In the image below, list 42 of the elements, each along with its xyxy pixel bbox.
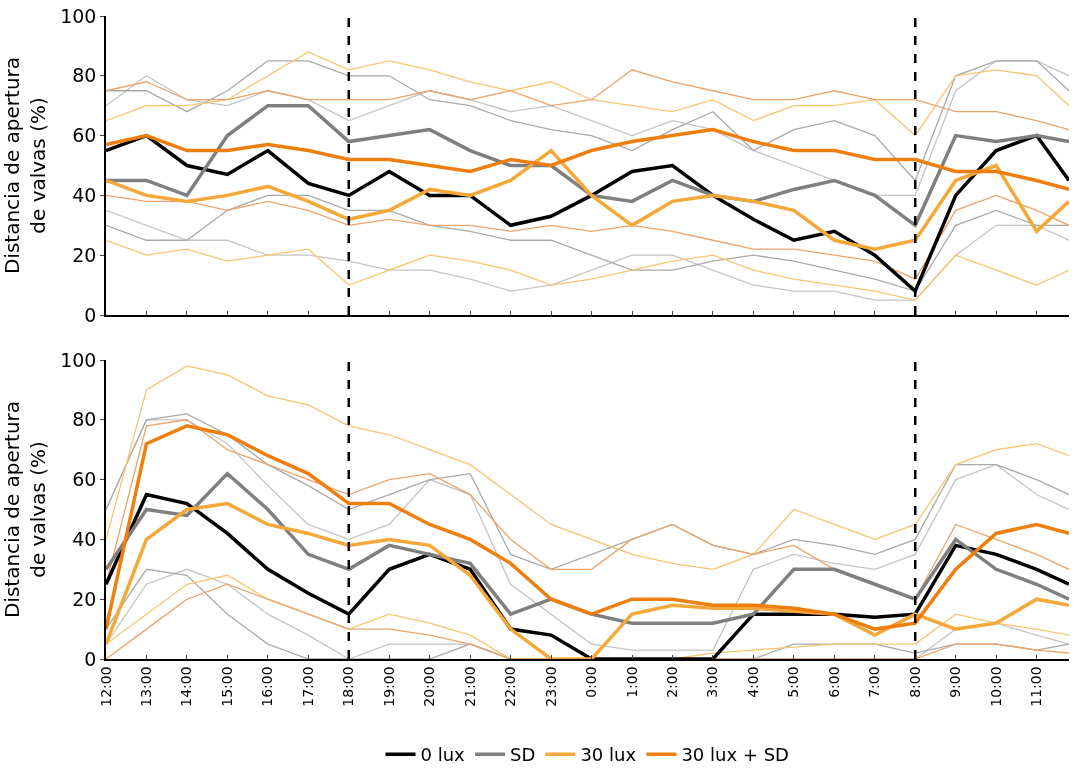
y-tick-label: 100 bbox=[60, 4, 97, 27]
x-tick-label: 8:00 bbox=[906, 666, 923, 698]
y-tick-label: 40 bbox=[72, 528, 97, 551]
x-tick-label: 9:00 bbox=[947, 666, 964, 698]
y-tick-label: 20 bbox=[72, 587, 97, 610]
x-tick-label: 23:00 bbox=[542, 666, 559, 707]
y-tick-label: 80 bbox=[72, 64, 97, 87]
x-tick-label: 21:00 bbox=[461, 666, 478, 707]
x-tick-label: 11:00 bbox=[1028, 666, 1045, 707]
x-tick-label: 0:00 bbox=[583, 666, 600, 698]
y-tick-label: 20 bbox=[72, 243, 97, 266]
y-tick-label: 60 bbox=[72, 124, 97, 147]
y-tick-label: 100 bbox=[60, 348, 97, 371]
x-tick-label: 10:00 bbox=[987, 666, 1004, 707]
x-tick-label: 19:00 bbox=[380, 666, 397, 707]
x-tick-label: 16:00 bbox=[259, 666, 276, 707]
x-tick-label: 7:00 bbox=[866, 666, 883, 698]
legend-label: 30 lux bbox=[580, 744, 637, 766]
x-tick-label: 15:00 bbox=[218, 666, 235, 707]
x-tick-label: 2:00 bbox=[664, 666, 681, 698]
legend-label: 0 lux bbox=[420, 744, 466, 766]
y-tick-label: 0 bbox=[84, 303, 97, 326]
y-tick-label: 80 bbox=[72, 408, 97, 431]
x-tick-label: 18:00 bbox=[340, 666, 357, 707]
x-tick-label: 12:00 bbox=[97, 666, 114, 707]
legend-label: SD bbox=[510, 744, 536, 766]
x-tick-label: 3:00 bbox=[704, 666, 721, 698]
y-tick-label: 0 bbox=[84, 647, 97, 670]
x-tick-label: 6:00 bbox=[825, 666, 842, 698]
x-tick-label: 4:00 bbox=[744, 666, 761, 698]
y-tick-label: 60 bbox=[72, 468, 97, 491]
x-tick-label: 13:00 bbox=[138, 666, 155, 707]
y-tick-label: 40 bbox=[72, 184, 97, 207]
x-tick-label: 14:00 bbox=[178, 666, 195, 707]
x-tick-label: 1:00 bbox=[623, 666, 640, 698]
legend-label: 30 lux + SD bbox=[681, 744, 789, 766]
x-tick-label: 17:00 bbox=[299, 666, 316, 707]
x-tick-label: 20:00 bbox=[421, 666, 438, 707]
y-axis-title: Distancia de apertura de valvas (%) bbox=[0, 56, 50, 275]
x-tick-label: 5:00 bbox=[785, 666, 802, 698]
x-tick-label: 22:00 bbox=[502, 666, 519, 707]
y-axis-title: Distancia de apertura de valvas (%) bbox=[0, 400, 50, 619]
